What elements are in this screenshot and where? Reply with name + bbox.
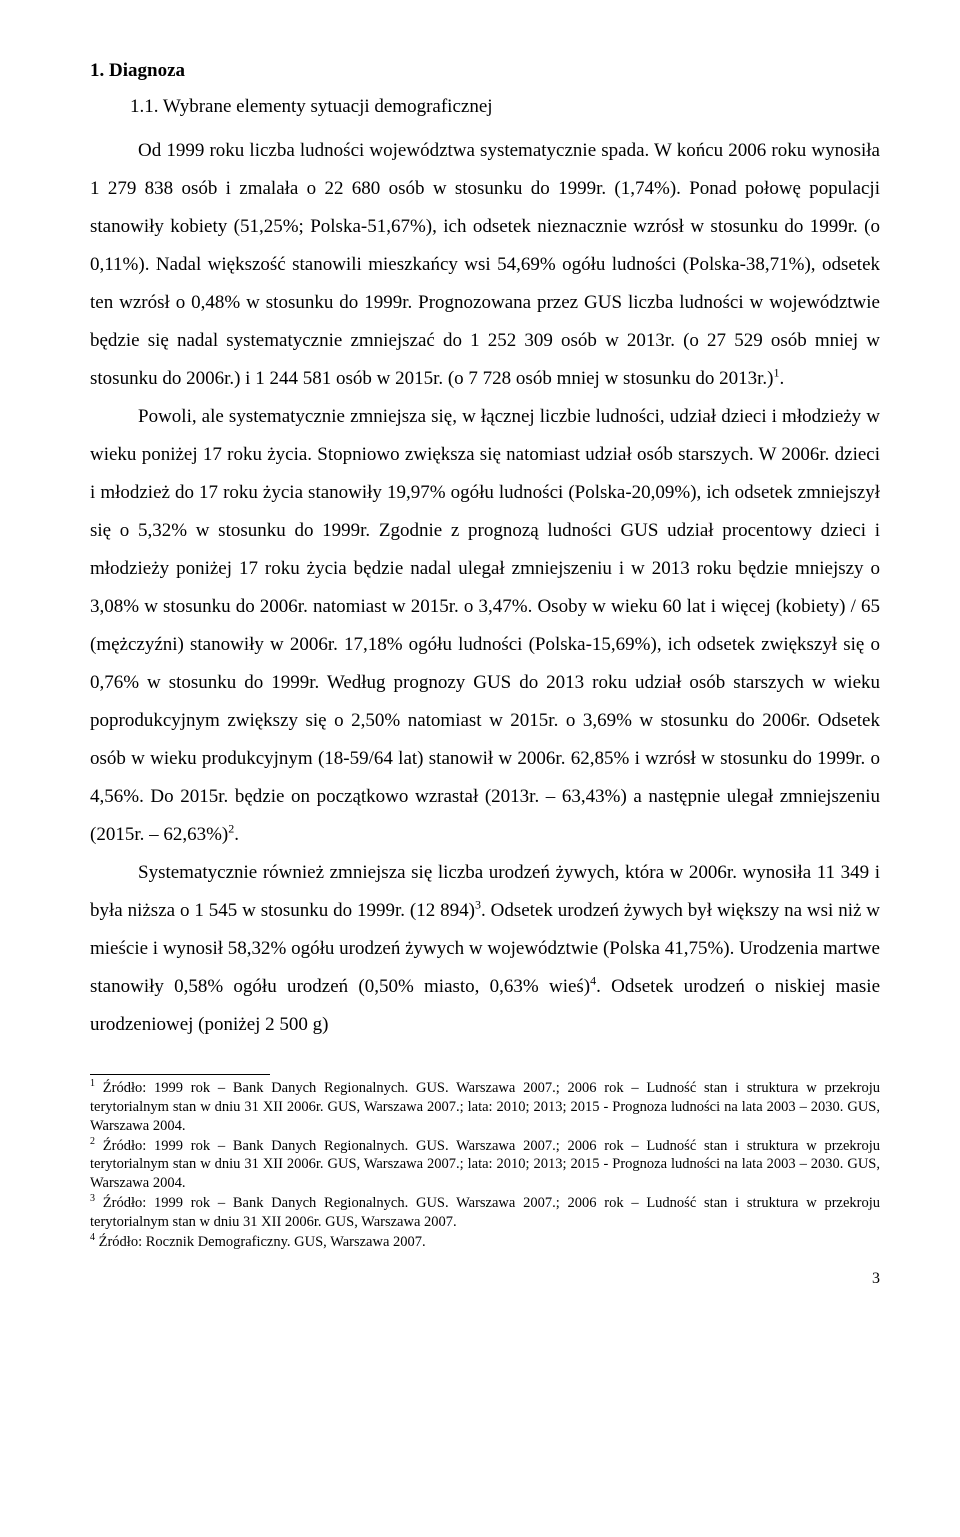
paragraph-1-end: .: [779, 368, 784, 389]
footnote-separator: [90, 1074, 270, 1075]
paragraph-2: Powoli, ale systematycznie zmniejsza się…: [90, 398, 880, 854]
paragraph-3: Systematycznie również zmniejsza się lic…: [90, 854, 880, 1044]
footnote-2-text: Źródło: 1999 rok – Bank Danych Regionaln…: [90, 1138, 880, 1192]
footnote-2: 2 Źródło: 1999 rok – Bank Danych Regiona…: [90, 1137, 880, 1194]
body-text: Od 1999 roku liczba ludności województwa…: [90, 132, 880, 1044]
footnote-4: 4 Źródło: Rocznik Demograficzny. GUS, Wa…: [90, 1233, 880, 1252]
heading-level-1: 1. Diagnoza: [90, 60, 880, 82]
footnote-4-text: Źródło: Rocznik Demograficzny. GUS, Wars…: [95, 1234, 426, 1250]
footnote-1-text: Źródło: 1999 rok – Bank Danych Regionaln…: [90, 1080, 880, 1134]
paragraph-2-text: Powoli, ale systematycznie zmniejsza się…: [90, 406, 880, 845]
heading-level-2: 1.1. Wybrane elementy sytuacji demografi…: [130, 96, 880, 118]
footnote-3-text: Źródło: 1999 rok – Bank Danych Regionaln…: [90, 1195, 880, 1230]
footnote-3: 3 Źródło: 1999 rok – Bank Danych Regiona…: [90, 1194, 880, 1232]
footnotes-block: 1 Źródło: 1999 rok – Bank Danych Regiona…: [90, 1079, 880, 1252]
paragraph-1: Od 1999 roku liczba ludności województwa…: [90, 132, 880, 398]
page-number: 3: [90, 1270, 880, 1288]
footnote-1: 1 Źródło: 1999 rok – Bank Danych Regiona…: [90, 1079, 880, 1136]
paragraph-2-end: .: [234, 824, 239, 845]
paragraph-1-text: Od 1999 roku liczba ludności województwa…: [90, 140, 880, 389]
